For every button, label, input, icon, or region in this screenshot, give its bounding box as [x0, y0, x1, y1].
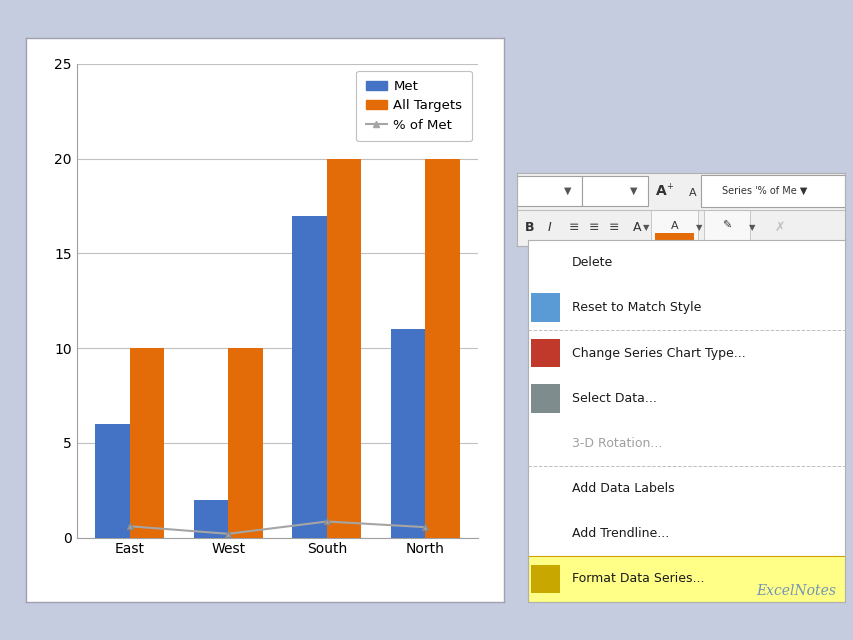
Bar [531, 293, 559, 323]
FancyBboxPatch shape [703, 211, 749, 241]
Text: ▼: ▼ [629, 186, 636, 196]
Text: Add Data Labels: Add Data Labels [572, 482, 674, 495]
Bar [228, 348, 263, 538]
Text: ≡: ≡ [588, 221, 599, 234]
FancyBboxPatch shape [654, 233, 693, 241]
Text: ≡: ≡ [607, 221, 618, 234]
Text: ▼: ▼ [563, 186, 571, 196]
Text: Delete: Delete [572, 256, 612, 269]
Text: Change Series Chart Type...: Change Series Chart Type... [572, 346, 746, 360]
Bar [327, 159, 361, 538]
Bar [531, 339, 559, 367]
Bar [425, 159, 460, 538]
Text: Series '% of Me ▼: Series '% of Me ▼ [722, 186, 807, 196]
Bar [531, 564, 559, 593]
Text: A: A [670, 221, 677, 231]
Legend: Met, All Targets, % of Met: Met, All Targets, % of Met [356, 70, 471, 141]
Bar [292, 216, 327, 538]
Text: A: A [655, 184, 666, 198]
Text: ExcelNotes: ExcelNotes [755, 584, 835, 598]
FancyBboxPatch shape [700, 175, 844, 207]
FancyBboxPatch shape [582, 177, 647, 206]
Text: Add Trendline...: Add Trendline... [572, 527, 669, 540]
Bar [391, 329, 425, 538]
Text: Select Data...: Select Data... [572, 392, 656, 404]
Text: A: A [688, 188, 695, 198]
Text: 3-D Rotation...: 3-D Rotation... [572, 437, 662, 450]
Text: B: B [525, 221, 534, 234]
Text: ▼: ▼ [695, 223, 701, 232]
Bar [531, 384, 559, 413]
Text: A: A [632, 221, 641, 234]
Text: ▼: ▼ [642, 223, 649, 232]
Bar [527, 556, 844, 602]
FancyBboxPatch shape [651, 211, 697, 241]
Bar [194, 500, 228, 538]
Text: +: + [665, 182, 672, 191]
Bar [130, 348, 164, 538]
Bar [95, 424, 130, 538]
Text: ▼: ▼ [747, 223, 754, 232]
Text: ✗: ✗ [774, 221, 784, 234]
Text: Reset to Match Style: Reset to Match Style [572, 301, 701, 314]
Text: ≡: ≡ [568, 221, 579, 234]
Text: I: I [547, 221, 551, 234]
Text: ✎: ✎ [722, 221, 731, 231]
FancyBboxPatch shape [516, 177, 582, 206]
Text: Format Data Series...: Format Data Series... [572, 573, 704, 586]
